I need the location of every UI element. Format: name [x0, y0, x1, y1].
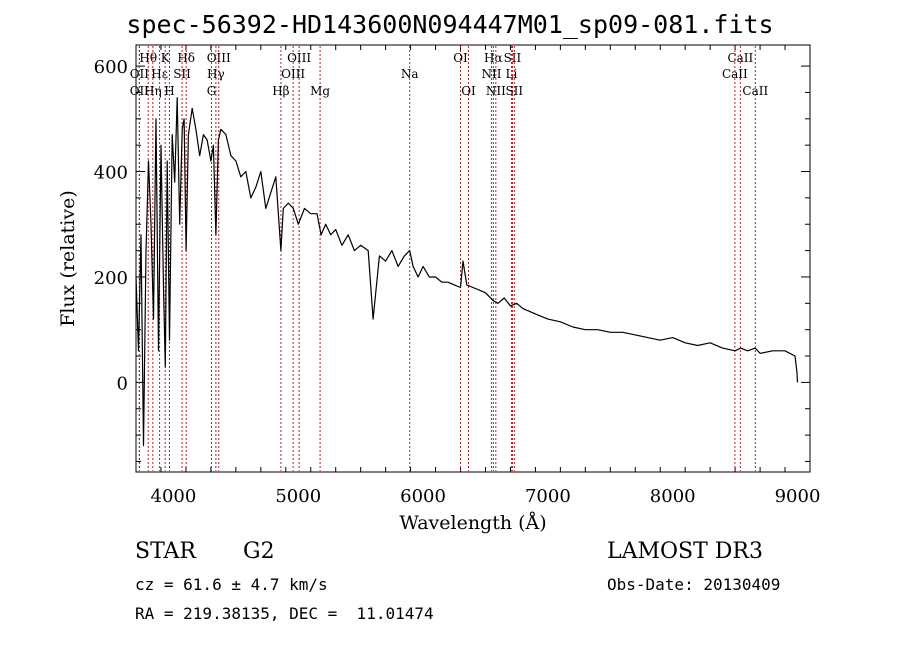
- object-subclass: G2: [243, 539, 275, 564]
- spectral-line-label: SII: [504, 51, 522, 65]
- spectral-line-label: Mg: [310, 84, 330, 98]
- spectral-line-label: CaII: [722, 67, 748, 81]
- obs-date-text: Obs-Date: 20130409: [607, 575, 781, 594]
- spectral-line-label: K: [161, 51, 171, 65]
- redshift-text: cz = 61.6 ± 4.7 km/s: [135, 575, 328, 594]
- coordinates-text: RA = 219.38135, DEC = 11.01474: [135, 604, 434, 623]
- spectral-line-label: Hη: [144, 84, 162, 98]
- y-tick-label: 600: [94, 57, 128, 78]
- spectral-line-label: OI: [453, 51, 468, 65]
- plot-frame: [135, 44, 811, 473]
- spectral-line-label: SII: [173, 67, 191, 81]
- x-axis-label: Wavelength (Å): [399, 512, 546, 534]
- spectral-line-label: G: [207, 84, 217, 98]
- spectral-line-label: Hγ: [207, 67, 225, 81]
- x-tick-label: 8000: [650, 486, 696, 507]
- spectral-line-label: Li: [506, 67, 518, 81]
- spectral-line-label: Hθ: [139, 51, 157, 65]
- spectral-line-label: OIII: [287, 51, 311, 65]
- chart-title: spec-56392-HD143600N094447M01_sp09-081.f…: [126, 10, 774, 39]
- spectral-line-label: H: [164, 84, 174, 98]
- spectral-line-label: OII: [130, 84, 150, 98]
- spectral-line-label: Hδ: [177, 51, 195, 65]
- spectral-line-label: Hβ: [272, 84, 289, 98]
- y-tick-label: 400: [94, 163, 128, 184]
- spectral-line-label: OIII: [207, 51, 231, 65]
- object-class: STAR: [135, 539, 196, 564]
- y-tick-label: 0: [117, 373, 128, 394]
- spectral-line-label: Hε: [151, 67, 168, 81]
- spectral-line-label: Na: [401, 67, 419, 81]
- x-tick-label: 4000: [151, 486, 197, 507]
- spectral-line-label: NII: [486, 84, 506, 98]
- y-axis-label: Flux (relative): [57, 190, 79, 327]
- spectral-line-label: SII: [505, 84, 523, 98]
- spectral-line-label: Hα: [484, 51, 503, 65]
- x-tick-label: 7000: [525, 486, 571, 507]
- x-tick-label: 5000: [275, 486, 321, 507]
- spectral-line-label: CaII: [742, 84, 768, 98]
- x-tick-label: 6000: [400, 486, 446, 507]
- spectral-line-label: CaII: [727, 51, 753, 65]
- spectral-line-label: OI: [461, 84, 476, 98]
- y-tick-label: 200: [94, 268, 128, 289]
- survey-name: LAMOST DR3: [607, 539, 763, 564]
- spectrum-series-line: [135, 97, 799, 447]
- spectral-line-label: NII: [481, 67, 501, 81]
- x-tick-label: 9000: [775, 486, 821, 507]
- spectral-line-label: OIII: [281, 67, 305, 81]
